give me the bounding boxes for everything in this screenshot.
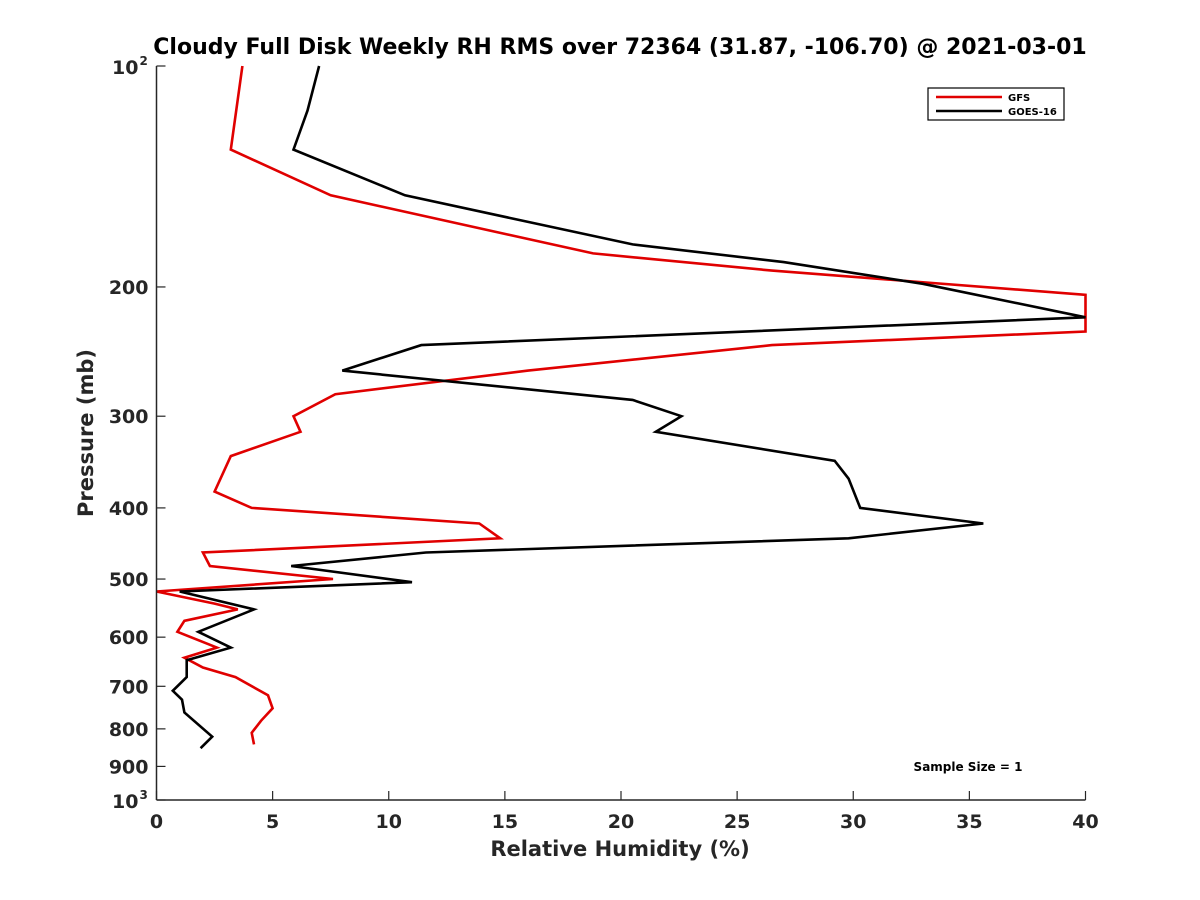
y-tick-label: 800 [109,719,149,741]
x-axis: 0 5 10 15 20 25 30 35 40 [150,791,1099,833]
y-tick-label: 10 [112,791,138,813]
y-tick-label: 10 [112,57,138,79]
y-tick-label: 200 [109,277,149,299]
series-layer [156,65,1087,750]
x-tick-label: 35 [956,811,982,833]
y-tick-label: 900 [109,756,149,778]
legend: GFS GOES-16 [927,87,1065,121]
y-tick-label: 400 [109,498,149,520]
x-tick-label: 40 [1072,811,1098,833]
y-tick-exponent: 2 [140,54,148,68]
series-line-gfs [156,65,1087,745]
x-tick-label: 15 [492,811,518,833]
sample-size-annotation: Sample Size = 1 [914,760,1023,774]
chart-title: Cloudy Full Disk Weekly RH RMS over 7236… [153,35,1086,60]
x-tick-label: 10 [376,811,402,833]
x-tick-label: 25 [724,811,750,833]
y-axis-label: Pressure (mb) [74,349,98,517]
legend-label-goes16: GOES-16 [1008,107,1057,118]
x-tick-label: 20 [608,811,634,833]
y-tick-label: 500 [109,569,149,591]
y-tick-exponent: 3 [140,788,148,802]
x-tick-label: 0 [150,811,163,833]
y-tick-label: 700 [109,676,149,698]
legend-box [927,87,1065,121]
legend-label-gfs: GFS [1008,93,1030,104]
y-tick-label: 300 [109,406,149,428]
x-axis-label: Relative Humidity (%) [490,837,749,861]
y-tick-label: 600 [109,627,149,649]
series-line-goes16 [170,65,1086,750]
x-tick-label: 30 [840,811,866,833]
x-tick-label: 5 [266,811,279,833]
